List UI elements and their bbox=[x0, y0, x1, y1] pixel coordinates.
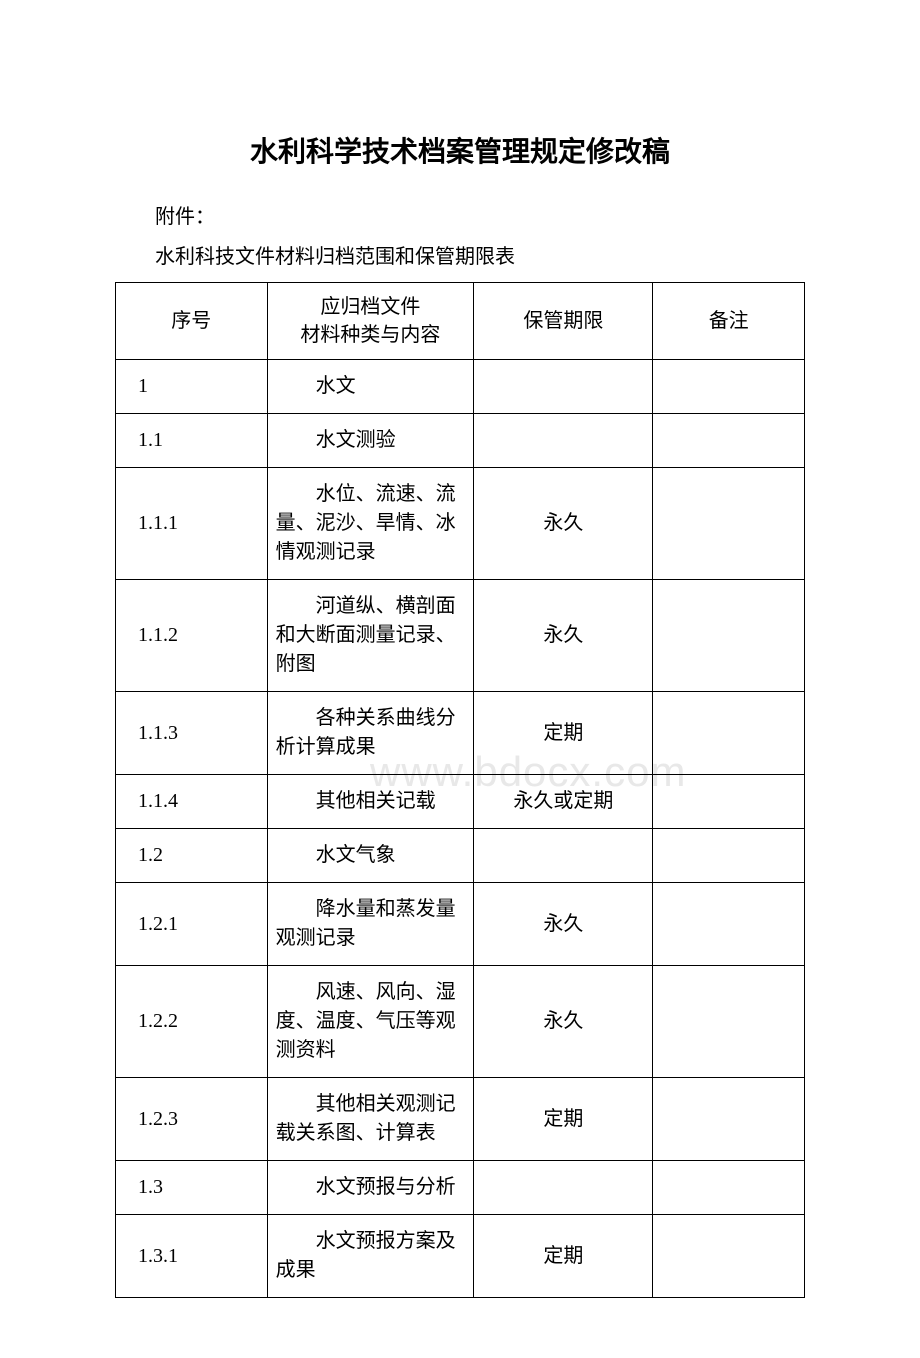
header-num: 序号 bbox=[116, 283, 268, 360]
cell-content-text: 河道纵、横剖面和大断面测量记录、附图 bbox=[276, 592, 464, 679]
table-row: 1.1.4 其他相关记载永久或定期 bbox=[116, 775, 805, 829]
table-row: 1.2.3其他相关观测记载关系图、计算表定期 bbox=[116, 1078, 805, 1161]
cell-note bbox=[653, 414, 805, 468]
cell-note bbox=[653, 468, 805, 580]
cell-period: 永久 bbox=[474, 580, 653, 692]
cell-content-text: 水文预报与分析 bbox=[276, 1173, 464, 1202]
cell-content-text: 其他相关记载 bbox=[276, 787, 464, 816]
cell-content: 水文 bbox=[267, 360, 474, 414]
cell-content: 水文预报方案及成果 bbox=[267, 1215, 474, 1298]
cell-content: 其他相关记载 bbox=[267, 775, 474, 829]
cell-num: 1.2.2 bbox=[116, 966, 268, 1078]
cell-period: 永久或定期 bbox=[474, 775, 653, 829]
cell-content-text: 各种关系曲线分析计算成果 bbox=[276, 704, 464, 762]
cell-note bbox=[653, 829, 805, 883]
cell-note bbox=[653, 692, 805, 775]
cell-num: 1.1 bbox=[116, 414, 268, 468]
cell-note bbox=[653, 1215, 805, 1298]
cell-num: 1.3 bbox=[116, 1161, 268, 1215]
table-row: 1.1.2河道纵、横剖面和大断面测量记录、附图永久 bbox=[116, 580, 805, 692]
cell-content: 水位、流速、流量、泥沙、旱情、冰情观测记录 bbox=[267, 468, 474, 580]
cell-num: 1.1.3 bbox=[116, 692, 268, 775]
cell-num: 1.1.2 bbox=[116, 580, 268, 692]
cell-num: 1.2.1 bbox=[116, 883, 268, 966]
header-content-line2: 材料种类与内容 bbox=[300, 324, 440, 346]
cell-content-text: 水文 bbox=[276, 372, 464, 401]
table-row: 1.1.1水位、流速、流量、泥沙、旱情、冰情观测记录永久 bbox=[116, 468, 805, 580]
header-content: 应归档文件 材料种类与内容 bbox=[267, 283, 474, 360]
cell-period: 定期 bbox=[474, 1078, 653, 1161]
cell-content-text: 水文预报方案及成果 bbox=[276, 1227, 464, 1285]
cell-num: 1.1.4 bbox=[116, 775, 268, 829]
table-row: 1.1.3各种关系曲线分析计算成果定期 bbox=[116, 692, 805, 775]
table-row: 1.2.2风速、风向、湿度、温度、气压等观测资料永久 bbox=[116, 966, 805, 1078]
header-note: 备注 bbox=[653, 283, 805, 360]
cell-content: 水文测验 bbox=[267, 414, 474, 468]
cell-note bbox=[653, 775, 805, 829]
document-title: 水利科学技术档案管理规定修改稿 bbox=[115, 130, 805, 170]
cell-content: 水文气象 bbox=[267, 829, 474, 883]
cell-period: 定期 bbox=[474, 1215, 653, 1298]
cell-num: 1.2 bbox=[116, 829, 268, 883]
cell-content: 各种关系曲线分析计算成果 bbox=[267, 692, 474, 775]
cell-content-text: 水文测验 bbox=[276, 426, 464, 455]
cell-content: 其他相关观测记载关系图、计算表 bbox=[267, 1078, 474, 1161]
cell-num: 1.3.1 bbox=[116, 1215, 268, 1298]
attachment-label: 附件： bbox=[115, 198, 805, 236]
cell-note bbox=[653, 580, 805, 692]
header-period: 保管期限 bbox=[474, 283, 653, 360]
table-row: 1.2 水文气象 bbox=[116, 829, 805, 883]
table-row: 1 水文 bbox=[116, 360, 805, 414]
cell-num: 1.2.3 bbox=[116, 1078, 268, 1161]
cell-content-text: 其他相关观测记载关系图、计算表 bbox=[276, 1090, 464, 1148]
cell-note bbox=[653, 1078, 805, 1161]
page: www.bdocx.com 水利科学技术档案管理规定修改稿 附件： 水利科技文件… bbox=[115, 130, 805, 1298]
cell-period: 定期 bbox=[474, 692, 653, 775]
cell-period bbox=[474, 360, 653, 414]
cell-note bbox=[653, 360, 805, 414]
header-content-line1: 应归档文件 bbox=[320, 296, 420, 318]
cell-content-text: 水文气象 bbox=[276, 841, 464, 870]
cell-content-text: 风速、风向、湿度、温度、气压等观测资料 bbox=[276, 978, 464, 1065]
table-row: 1.2.1降水量和蒸发量观测记录永久 bbox=[116, 883, 805, 966]
cell-num: 1 bbox=[116, 360, 268, 414]
cell-period bbox=[474, 1161, 653, 1215]
cell-content: 河道纵、横剖面和大断面测量记录、附图 bbox=[267, 580, 474, 692]
cell-note bbox=[653, 1161, 805, 1215]
table-body: 1水文1.1水文测验1.1.1水位、流速、流量、泥沙、旱情、冰情观测记录永久1.… bbox=[116, 360, 805, 1298]
cell-period bbox=[474, 829, 653, 883]
cell-num: 1.1.1 bbox=[116, 468, 268, 580]
cell-period: 永久 bbox=[474, 468, 653, 580]
table-row: 1.3 水文预报与分析 bbox=[116, 1161, 805, 1215]
archive-table: 序号 应归档文件 材料种类与内容 保管期限 备注 1 水文 1.1 水文测验 1.1.1… bbox=[115, 282, 805, 1298]
table-caption: 水利科技文件材料归档范围和保管期限表 bbox=[115, 238, 805, 276]
cell-content: 水文预报与分析 bbox=[267, 1161, 474, 1215]
cell-period: 永久 bbox=[474, 966, 653, 1078]
cell-note bbox=[653, 966, 805, 1078]
cell-period bbox=[474, 414, 653, 468]
cell-content: 降水量和蒸发量观测记录 bbox=[267, 883, 474, 966]
table-row: 1.3.1水文预报方案及成果定期 bbox=[116, 1215, 805, 1298]
cell-content: 风速、风向、湿度、温度、气压等观测资料 bbox=[267, 966, 474, 1078]
cell-note bbox=[653, 883, 805, 966]
cell-period: 永久 bbox=[474, 883, 653, 966]
cell-content-text: 水位、流速、流量、泥沙、旱情、冰情观测记录 bbox=[276, 480, 464, 567]
table-row: 1.1 水文测验 bbox=[116, 414, 805, 468]
table-header-row: 序号 应归档文件 材料种类与内容 保管期限 备注 bbox=[116, 283, 805, 360]
cell-content-text: 降水量和蒸发量观测记录 bbox=[276, 895, 464, 953]
